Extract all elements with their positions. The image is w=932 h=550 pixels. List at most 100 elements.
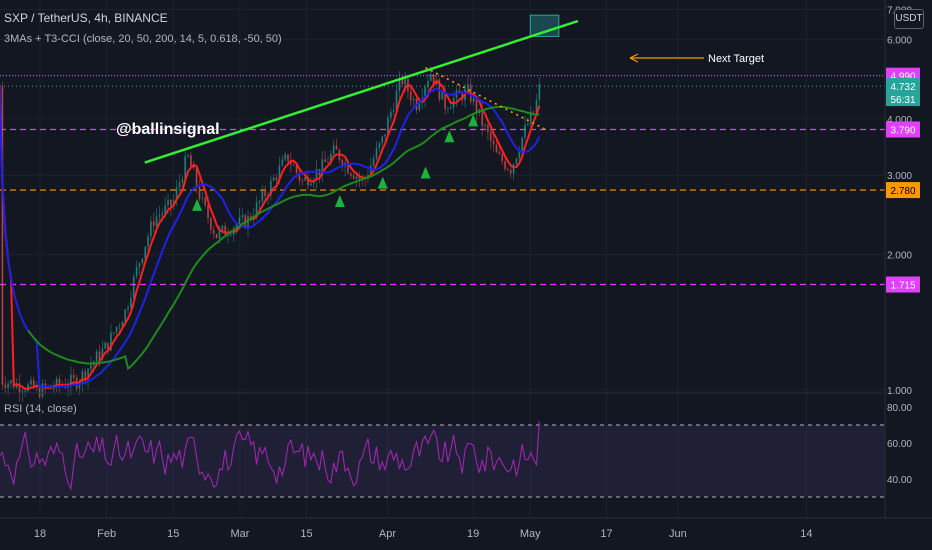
candle-body: [332, 145, 335, 154]
candle-body: [292, 164, 295, 166]
candle-body: [281, 159, 284, 166]
candle-body: [287, 154, 289, 162]
candle-body: [298, 172, 301, 181]
level-tag: [886, 121, 920, 138]
candle-body: [58, 378, 61, 386]
candle-body: [264, 190, 267, 197]
candle-body: [307, 176, 309, 186]
candle-body: [207, 205, 209, 218]
candle-body: [10, 380, 12, 384]
price-tick-label: 6.000: [887, 36, 912, 47]
candle-body: [215, 233, 218, 239]
time-axis[interactable]: 18 Feb 15 Mar 15 Apr 19 May 17 Jun 14: [34, 528, 813, 540]
candle-body: [427, 80, 429, 87]
candle-body: [124, 309, 127, 323]
candle-body: [150, 221, 152, 237]
candle-body: [269, 180, 272, 196]
time-tick-label: 15: [300, 528, 312, 540]
candle-body: [467, 84, 469, 90]
candle-body: [284, 154, 287, 160]
candle-body: [55, 378, 58, 388]
candle-body: [4, 384, 7, 388]
candle-body: [98, 351, 101, 360]
time-tick-label: Mar: [230, 528, 249, 540]
candle-body: [444, 91, 446, 109]
candlesticks: [0, 66, 541, 402]
candle-body: [187, 155, 189, 157]
candle-body: [501, 154, 504, 162]
price-level-tags: 4.990 3.790 2.780 1.715 4.732 56:31: [886, 67, 920, 293]
time-tick-label: 17: [600, 528, 612, 540]
ma-slow-line: [27, 105, 540, 371]
candle-body: [127, 307, 129, 310]
buy-signal-arrows: [192, 114, 479, 211]
candle-body: [378, 142, 381, 148]
candle-body: [289, 161, 292, 165]
candle-body: [41, 383, 44, 397]
candle-body: [147, 236, 149, 247]
candle-body: [409, 91, 412, 101]
buy-signal-arrow: [468, 114, 479, 127]
candle-body: [538, 83, 541, 100]
time-tick-label: Jun: [669, 528, 687, 540]
candle-body: [424, 86, 426, 98]
rsi-tick-label: 40.00: [887, 475, 912, 486]
candle-body: [130, 298, 132, 308]
candle-body: [472, 98, 475, 102]
candle-body: [392, 110, 395, 112]
candle-body: [504, 161, 506, 169]
candle-body: [387, 117, 389, 135]
candle-body: [135, 266, 138, 277]
candle-body: [170, 199, 172, 206]
candle-body: [184, 156, 187, 180]
candle-body: [432, 74, 435, 85]
descending-resistance-line[interactable]: [425, 66, 545, 130]
candle-body: [329, 153, 332, 163]
candle-body: [178, 182, 181, 188]
candle-body: [475, 98, 478, 114]
candle-body: [401, 78, 404, 85]
candle-body: [507, 168, 509, 170]
candle-body: [175, 187, 178, 201]
rsi-line: [0, 421, 540, 491]
candle-body: [115, 327, 118, 333]
level-tag-label: 4.990: [890, 72, 915, 83]
arrowhead: [629, 53, 639, 63]
ma-mid-line: [0, 86, 541, 389]
moving-averages: [0, 79, 541, 391]
candle-body: [395, 90, 398, 111]
currency-button[interactable]: USDT: [894, 9, 924, 29]
candle-body: [121, 322, 124, 326]
candle-body: [418, 102, 421, 111]
time-tick-label: 18: [34, 528, 46, 540]
candle-body: [372, 158, 375, 166]
candle-body: [161, 213, 164, 216]
candle-body: [224, 225, 227, 235]
ascending-trendline[interactable]: [144, 19, 579, 164]
candle-body: [498, 152, 501, 155]
price-tick-label: 3.000: [887, 171, 912, 182]
symbol-title[interactable]: SXP / TetherUS, 4h, BINANCE: [4, 11, 168, 25]
indicator-title[interactable]: 3MAs + T3-CCI (close, 20, 50, 200, 14, 5…: [4, 33, 282, 45]
candle-body: [229, 234, 232, 236]
candle-body: [275, 177, 278, 181]
current-price-label: 4.732: [890, 82, 915, 93]
candle-body: [327, 162, 329, 164]
candle-body: [301, 180, 304, 182]
candle-body: [112, 332, 115, 334]
candle-body: [447, 108, 449, 110]
candle-body: [189, 155, 192, 167]
time-tick-label: 15: [167, 528, 179, 540]
level-tag-label: 1.715: [890, 281, 915, 292]
candle-body: [218, 230, 221, 239]
candle-body: [527, 123, 529, 125]
candle-body: [321, 159, 324, 175]
rsi-title[interactable]: RSI (14, close): [4, 403, 77, 415]
candle-body: [132, 276, 135, 299]
candle-body: [315, 168, 318, 181]
current-price-tag: [886, 78, 920, 107]
candle-body: [32, 380, 35, 388]
candle-body: [44, 383, 47, 388]
candle-body: [515, 158, 518, 165]
